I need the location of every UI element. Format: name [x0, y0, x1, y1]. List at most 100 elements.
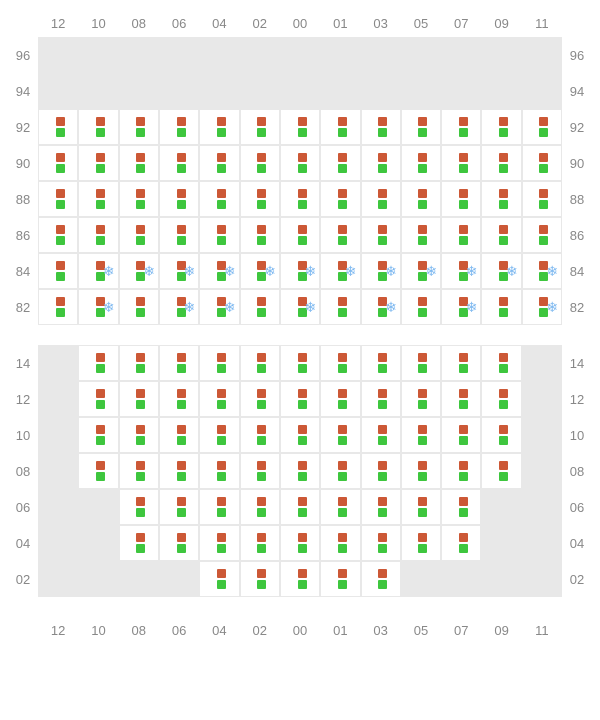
rack-cell[interactable]	[522, 417, 562, 453]
rack-cell[interactable]	[78, 109, 118, 145]
rack-cell[interactable]	[240, 525, 280, 561]
rack-cell[interactable]: ❄	[159, 289, 199, 325]
rack-cell[interactable]	[119, 381, 159, 417]
rack-cell[interactable]	[159, 525, 199, 561]
rack-cell[interactable]	[159, 417, 199, 453]
rack-cell[interactable]	[159, 181, 199, 217]
rack-cell[interactable]	[481, 525, 521, 561]
rack-cell[interactable]	[78, 37, 118, 73]
rack-cell[interactable]	[280, 145, 320, 181]
rack-cell[interactable]	[481, 289, 521, 325]
rack-cell[interactable]	[522, 109, 562, 145]
rack-cell[interactable]	[119, 417, 159, 453]
rack-cell[interactable]	[481, 345, 521, 381]
rack-cell[interactable]	[199, 525, 239, 561]
rack-cell[interactable]	[361, 489, 401, 525]
rack-cell[interactable]	[320, 345, 360, 381]
rack-cell[interactable]	[240, 453, 280, 489]
rack-cell[interactable]	[240, 381, 280, 417]
rack-cell[interactable]	[441, 417, 481, 453]
rack-cell[interactable]	[119, 109, 159, 145]
rack-cell[interactable]	[78, 525, 118, 561]
rack-cell[interactable]	[199, 73, 239, 109]
rack-cell[interactable]	[199, 181, 239, 217]
rack-cell[interactable]: ❄	[78, 289, 118, 325]
rack-cell[interactable]	[481, 181, 521, 217]
rack-cell[interactable]	[401, 525, 441, 561]
rack-cell[interactable]	[441, 381, 481, 417]
rack-cell[interactable]	[159, 145, 199, 181]
rack-cell[interactable]	[401, 381, 441, 417]
rack-cell[interactable]	[320, 381, 360, 417]
rack-cell[interactable]	[481, 453, 521, 489]
rack-cell[interactable]	[522, 381, 562, 417]
rack-cell[interactable]	[38, 109, 78, 145]
rack-cell[interactable]	[361, 561, 401, 597]
rack-cell[interactable]: ❄	[522, 253, 562, 289]
rack-cell[interactable]	[481, 217, 521, 253]
rack-cell[interactable]	[522, 73, 562, 109]
rack-cell[interactable]	[38, 525, 78, 561]
rack-cell[interactable]: ❄	[401, 253, 441, 289]
rack-cell[interactable]	[441, 73, 481, 109]
rack-cell[interactable]	[78, 345, 118, 381]
rack-cell[interactable]: ❄	[280, 253, 320, 289]
rack-cell[interactable]	[320, 561, 360, 597]
rack-cell[interactable]	[481, 109, 521, 145]
rack-cell[interactable]	[441, 453, 481, 489]
rack-cell[interactable]: ❄	[441, 253, 481, 289]
rack-cell[interactable]	[481, 37, 521, 73]
rack-cell[interactable]	[119, 489, 159, 525]
rack-cell[interactable]	[361, 145, 401, 181]
rack-cell[interactable]	[481, 381, 521, 417]
rack-cell[interactable]	[38, 253, 78, 289]
rack-cell[interactable]	[38, 181, 78, 217]
rack-cell[interactable]	[320, 73, 360, 109]
rack-cell[interactable]	[38, 561, 78, 597]
rack-cell[interactable]: ❄	[240, 253, 280, 289]
rack-cell[interactable]	[401, 345, 441, 381]
rack-cell[interactable]: ❄	[522, 289, 562, 325]
rack-cell[interactable]	[199, 453, 239, 489]
rack-cell[interactable]: ❄	[78, 253, 118, 289]
rack-cell[interactable]	[280, 181, 320, 217]
rack-cell[interactable]	[78, 453, 118, 489]
rack-cell[interactable]	[240, 289, 280, 325]
rack-cell[interactable]	[522, 37, 562, 73]
rack-cell[interactable]	[361, 109, 401, 145]
rack-cell[interactable]	[199, 345, 239, 381]
rack-cell[interactable]	[38, 417, 78, 453]
rack-cell[interactable]: ❄	[199, 289, 239, 325]
rack-cell[interactable]	[401, 37, 441, 73]
rack-cell[interactable]	[78, 381, 118, 417]
rack-cell[interactable]	[361, 181, 401, 217]
rack-cell[interactable]	[401, 561, 441, 597]
rack-cell[interactable]	[280, 489, 320, 525]
rack-cell[interactable]	[401, 489, 441, 525]
rack-cell[interactable]: ❄	[119, 253, 159, 289]
rack-cell[interactable]	[522, 453, 562, 489]
rack-cell[interactable]	[522, 145, 562, 181]
rack-cell[interactable]	[159, 381, 199, 417]
rack-cell[interactable]	[38, 381, 78, 417]
rack-cell[interactable]	[481, 417, 521, 453]
rack-cell[interactable]	[159, 561, 199, 597]
rack-cell[interactable]	[441, 525, 481, 561]
rack-cell[interactable]	[320, 489, 360, 525]
rack-cell[interactable]	[240, 217, 280, 253]
rack-cell[interactable]	[320, 181, 360, 217]
rack-cell[interactable]	[441, 217, 481, 253]
rack-cell[interactable]	[361, 217, 401, 253]
rack-cell[interactable]	[481, 145, 521, 181]
rack-cell[interactable]	[320, 37, 360, 73]
rack-cell[interactable]	[240, 345, 280, 381]
rack-cell[interactable]	[522, 217, 562, 253]
rack-cell[interactable]: ❄	[441, 289, 481, 325]
rack-cell[interactable]: ❄	[361, 289, 401, 325]
rack-cell[interactable]	[522, 181, 562, 217]
rack-cell[interactable]	[320, 453, 360, 489]
rack-cell[interactable]: ❄	[361, 253, 401, 289]
rack-cell[interactable]	[280, 109, 320, 145]
rack-cell[interactable]	[441, 145, 481, 181]
rack-cell[interactable]	[119, 561, 159, 597]
